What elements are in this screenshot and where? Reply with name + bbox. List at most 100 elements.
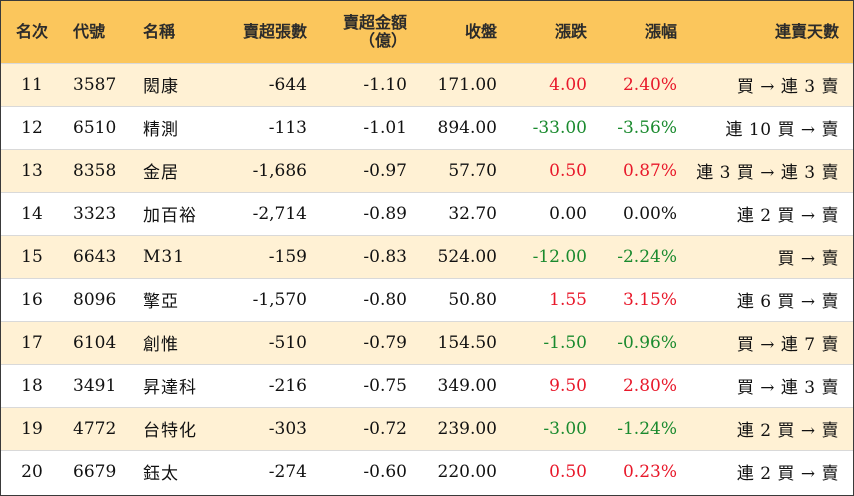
cell-sell-lots: -113 (268, 117, 307, 138)
cell-code: 8096 (73, 289, 117, 310)
cell-change: 1.55 (549, 289, 587, 310)
cell-change: -33.00 (532, 117, 587, 138)
cell-rank: 15 (21, 246, 43, 267)
cell-change: 0.00 (549, 203, 587, 224)
cell-code: 6679 (73, 461, 117, 482)
header-sell-lots: 賣超張數 (242, 21, 307, 41)
header-sell-amount-line2: （億） (358, 30, 407, 50)
cell-close: 894.00 (437, 117, 497, 138)
cell-rank: 11 (21, 74, 43, 95)
cell-sell-lots: -1,570 (252, 289, 307, 310)
cell-sell-lots: -1,686 (252, 160, 307, 181)
cell-close: 50.80 (448, 289, 497, 310)
table-row: 14 3323 加百裕 -2,714 -0.89 32.70 0.00 0.00% 連 2 買 … (1, 192, 853, 235)
table-header: 名次 代號 名稱 賣超張數 賣超金額 （億） 收盤 漲跌 漲幅 連賣天數 (1, 1, 853, 63)
cell-code: 3323 (73, 203, 117, 224)
table-body: 11 3587 閎康 -644 -1.10 171.00 4.00 2.40% 買 → 連 3 … (1, 63, 853, 493)
cell-change-pct: 3.15% (622, 289, 677, 310)
cell-close: 220.00 (437, 461, 497, 482)
cell-change: 0.50 (549, 461, 587, 482)
table-row: 17 6104 創惟 -510 -0.79 154.50 -1.50 -0.96% 買 → 連 … (1, 321, 853, 364)
cell-rank: 20 (21, 461, 43, 482)
cell-change-pct: 2.40% (622, 74, 677, 95)
cell-change: -1.50 (543, 332, 587, 353)
cell-code: 8358 (73, 160, 117, 181)
header-rank: 名次 (15, 21, 48, 41)
cell-name: 精測 (143, 120, 179, 140)
header-code: 代號 (73, 21, 106, 41)
header-name: 名稱 (143, 21, 176, 41)
cell-close: 524.00 (437, 246, 497, 267)
cell-streak: 買 → 連 3 賣 (736, 77, 839, 97)
cell-sell-amount: -1.10 (363, 74, 407, 95)
cell-change: 9.50 (549, 375, 587, 396)
cell-change-pct: 0.00% (622, 203, 677, 224)
table-row: 13 8358 金居 -1,686 -0.97 57.70 0.50 0.87% 連 3 買 →… (1, 149, 853, 192)
cell-sell-amount: -0.80 (363, 289, 407, 310)
cell-rank: 18 (21, 375, 43, 396)
cell-code: 6643 (73, 246, 117, 267)
cell-name: 擎亞 (143, 292, 179, 312)
cell-change-pct: -1.24% (617, 418, 677, 439)
table-row: 15 6643 M31 -159 -0.83 524.00 -12.00 -2.24% 買 → … (1, 235, 853, 278)
table-row: 16 8096 擎亞 -1,570 -0.80 50.80 1.55 3.15% 連 6 買 →… (1, 278, 853, 321)
cell-sell-amount: -0.83 (363, 246, 407, 267)
cell-rank: 12 (21, 117, 43, 138)
cell-close: 32.70 (448, 203, 497, 224)
cell-change: 0.50 (549, 160, 587, 181)
cell-name: 鈺太 (143, 464, 179, 485)
header-change-pct: 漲幅 (644, 21, 677, 41)
header-change: 漲跌 (554, 21, 587, 41)
cell-sell-lots: -274 (268, 461, 307, 482)
cell-code: 3587 (73, 74, 117, 95)
cell-sell-amount: -0.89 (363, 203, 407, 224)
cell-streak: 連 2 買 → 賣 (736, 421, 839, 441)
cell-streak: 連 2 買 → 賣 (736, 464, 839, 485)
cell-name: 台特化 (143, 421, 197, 441)
cell-streak: 連 6 買 → 賣 (736, 292, 839, 312)
cell-streak: 連 10 買 → 賣 (725, 120, 839, 140)
cell-change-pct: -2.24% (617, 246, 677, 267)
cell-sell-amount: -0.60 (363, 461, 407, 482)
cell-close: 239.00 (437, 418, 497, 439)
cell-rank: 13 (21, 160, 43, 181)
table-row: 12 6510 精測 -113 -1.01 894.00 -33.00 -3.56% 連 10 … (1, 106, 853, 149)
cell-sell-amount: -0.75 (363, 375, 407, 396)
cell-sell-lots: -159 (268, 246, 307, 267)
cell-sell-lots: -303 (268, 418, 307, 439)
cell-close: 349.00 (437, 375, 497, 396)
cell-change-pct: 2.80% (622, 375, 677, 396)
cell-code: 3491 (73, 375, 117, 396)
cell-sell-lots: -510 (268, 332, 307, 353)
cell-change-pct: -0.96% (617, 332, 677, 353)
header-streak: 連賣天數 (774, 21, 839, 41)
cell-close: 171.00 (437, 74, 497, 95)
cell-streak: 連 2 買 → 賣 (736, 206, 839, 226)
cell-code: 6104 (73, 332, 117, 353)
cell-streak: 買 → 連 3 賣 (736, 378, 839, 398)
table-row: 18 3491 昇達科 -216 -0.75 349.00 9.50 2.80% 買 → 連 3… (1, 364, 853, 407)
cell-name: 創惟 (143, 335, 179, 355)
cell-code: 6510 (73, 117, 117, 138)
table-row: 20 6679 鈺太 -274 -0.60 220.00 0.50 0.23% 連 2 買 → … (1, 450, 853, 493)
cell-change: 4.00 (549, 74, 587, 95)
cell-rank: 17 (21, 332, 43, 353)
cell-code: 4772 (73, 418, 117, 439)
cell-close: 154.50 (437, 332, 497, 353)
cell-name: 加百裕 (143, 206, 197, 226)
cell-change-pct: 0.87% (622, 160, 677, 181)
cell-rank: 16 (21, 289, 43, 310)
cell-change-pct: 0.23% (622, 461, 677, 482)
cell-change: -3.00 (543, 418, 587, 439)
cell-sell-amount: -1.01 (363, 117, 407, 138)
table-row: 11 3587 閎康 -644 -1.10 171.00 4.00 2.40% 買 → 連 3 … (1, 63, 853, 106)
cell-name: M31 (143, 246, 186, 267)
header-sell-amount-line1: 賣超金額 (342, 12, 407, 32)
header-sell-amount: 賣超金額 （億） (321, 1, 421, 63)
cell-name: 昇達科 (143, 378, 197, 398)
cell-rank: 19 (21, 418, 43, 439)
cell-streak: 買 → 連 7 賣 (736, 335, 839, 355)
cell-sell-amount: -0.79 (363, 332, 407, 353)
cell-streak: 買 → 賣 (777, 249, 839, 269)
cell-close: 57.70 (448, 160, 497, 181)
